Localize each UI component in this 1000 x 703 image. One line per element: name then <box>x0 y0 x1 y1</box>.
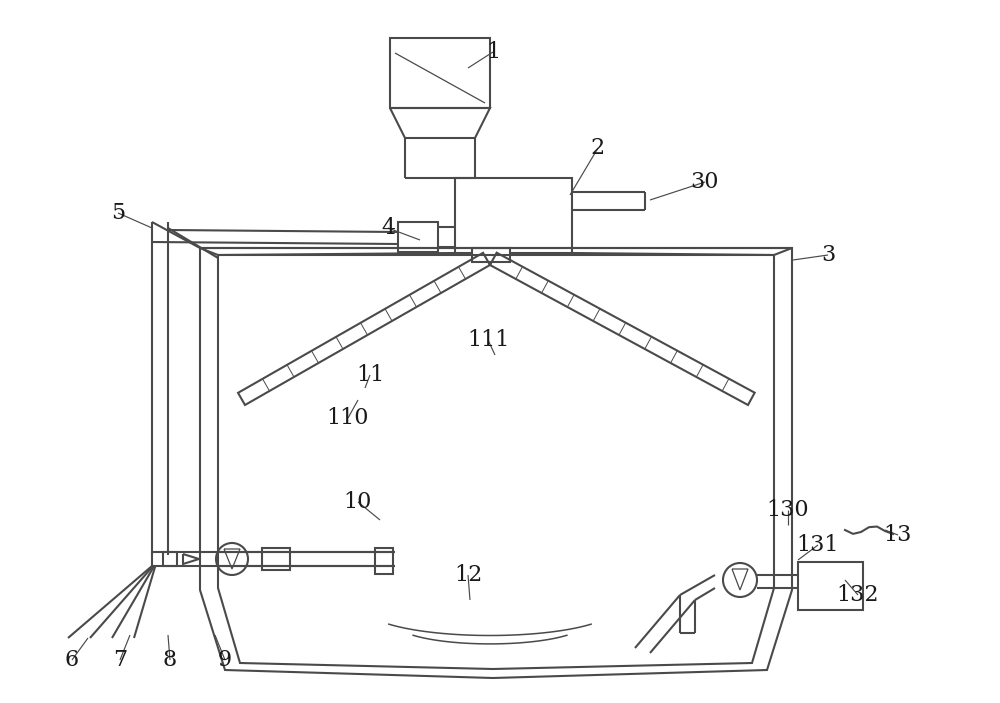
Bar <box>262 548 290 570</box>
Text: 131: 131 <box>797 534 839 556</box>
Circle shape <box>216 543 248 575</box>
Text: 11: 11 <box>356 364 384 386</box>
Bar <box>398 222 438 252</box>
Text: 111: 111 <box>467 329 509 351</box>
Text: 30: 30 <box>691 171 719 193</box>
Text: 9: 9 <box>218 649 232 671</box>
Text: 8: 8 <box>163 649 177 671</box>
Text: 4: 4 <box>381 217 395 239</box>
Bar <box>455 178 572 253</box>
Bar <box>375 548 393 574</box>
Bar <box>163 552 177 566</box>
Text: 13: 13 <box>884 524 912 546</box>
Text: 2: 2 <box>591 137 605 159</box>
Text: 7: 7 <box>113 649 127 671</box>
Text: 10: 10 <box>344 491 372 513</box>
Text: 3: 3 <box>821 244 835 266</box>
Text: 5: 5 <box>111 202 125 224</box>
Text: 1: 1 <box>486 41 500 63</box>
Text: 132: 132 <box>837 584 879 606</box>
Bar <box>798 562 863 610</box>
Circle shape <box>723 563 757 597</box>
Text: 130: 130 <box>767 499 809 521</box>
Text: 12: 12 <box>454 564 482 586</box>
Bar <box>472 248 510 262</box>
Bar <box>390 38 490 108</box>
Text: 110: 110 <box>327 407 369 429</box>
Text: 6: 6 <box>65 649 79 671</box>
